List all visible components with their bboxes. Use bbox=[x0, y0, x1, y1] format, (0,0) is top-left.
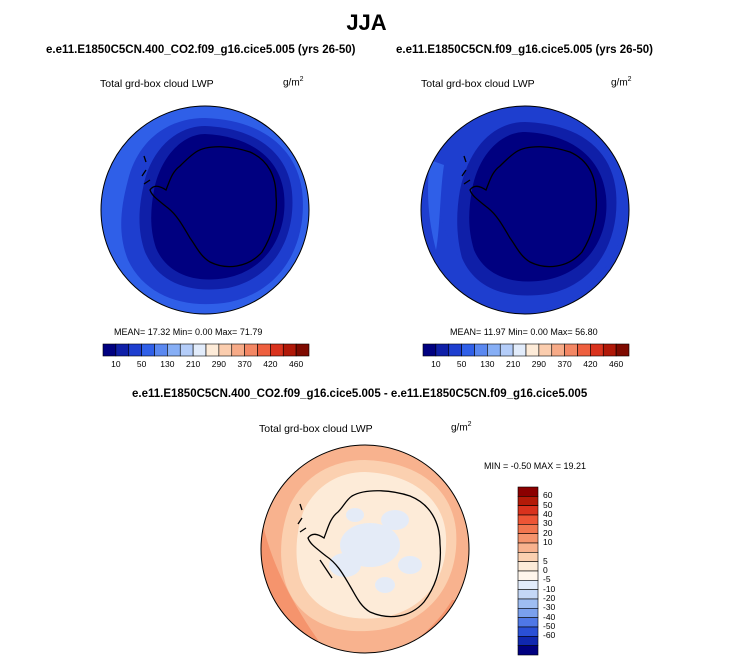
diff-colorbar-tick-label: 0 bbox=[543, 565, 548, 575]
panel-b-edge-band bbox=[428, 160, 444, 250]
panel-a-units: g/m2 bbox=[283, 76, 304, 89]
diff-colorbar-swatch bbox=[517, 570, 539, 581]
page-title: JJA bbox=[346, 10, 387, 35]
panel-a-colorbar-tick-label: 130 bbox=[160, 359, 175, 369]
panel-a-colorbar bbox=[102, 343, 310, 357]
panel-b-variable-label: Total grd-box cloud LWP bbox=[421, 78, 535, 90]
panel-b-colorbar-tick-label: 10 bbox=[431, 359, 441, 369]
diff-colorbar-tick-label: 20 bbox=[543, 527, 553, 538]
diff-colorbar-tick-label: -5 bbox=[543, 574, 551, 585]
diff-colorbar-tick-label: 60 bbox=[543, 490, 553, 501]
panel-b-colorbar-swatch bbox=[615, 343, 630, 357]
diff-interior-light-patches bbox=[329, 508, 422, 593]
diff-colorbar-tick-label: 5 bbox=[543, 555, 548, 566]
diff-colorbar-tick-label: 40 bbox=[543, 509, 553, 519]
diff-colorbar-swatch bbox=[517, 542, 539, 553]
diff-west-strong-band bbox=[261, 520, 318, 653]
diff-colorbar-swatch bbox=[517, 645, 539, 656]
diff-colorbar bbox=[517, 486, 539, 656]
panel-a-antarctica-coastline bbox=[141, 146, 278, 268]
diff-units: g/m2 bbox=[451, 421, 472, 434]
diff-colorbar-tick-label: 50 bbox=[543, 499, 553, 510]
panel-b-stats: MEAN= 11.97 Min= 0.00 Max= 56.80 bbox=[450, 327, 598, 337]
panel-a-colorbar-tick-label: 460 bbox=[289, 359, 304, 369]
panel-a-colorbar-tick-label: 10 bbox=[111, 359, 121, 369]
diff-colorbar-tick-label: -20 bbox=[543, 593, 556, 603]
diff-colorbar-tick-label: 30 bbox=[543, 518, 553, 529]
panel-b-antarctica-coastline bbox=[461, 146, 598, 268]
panel-a-colorbar-swatch bbox=[295, 343, 310, 357]
panel-b-units: g/m2 bbox=[611, 76, 632, 89]
panel-b-colorbar-tick-label: 370 bbox=[557, 359, 572, 369]
diff-colorbar-swatch bbox=[517, 580, 539, 590]
panel-b-colorbar-tick-label: 460 bbox=[609, 359, 624, 369]
diff-colorbar-swatch bbox=[517, 552, 539, 562]
panel-b-core-region bbox=[469, 132, 607, 282]
diff-colorbar-swatch bbox=[517, 505, 539, 516]
diff-colorbar-tick-label: -60 bbox=[543, 630, 556, 641]
diff-map-frame bbox=[260, 444, 470, 654]
panel-a-colorbar-tick-label: 210 bbox=[186, 359, 201, 369]
panel-b-colorbar-tick-label: 50 bbox=[456, 359, 467, 369]
panel-b-colorbar-tick-label: 210 bbox=[506, 359, 521, 369]
diff-colorbar-tick-label: -40 bbox=[543, 611, 556, 622]
panel-b-case-title: e.e11.E1850C5CN.f09_g16.cice5.005 (yrs 2… bbox=[396, 44, 654, 56]
diff-colorbar-swatch bbox=[517, 636, 539, 646]
panel-b-map-frame bbox=[420, 105, 630, 315]
diff-variable-label: Total grd-box cloud LWP bbox=[259, 423, 373, 435]
panel-a-variable-label: Total grd-box cloud LWP bbox=[100, 78, 214, 90]
diff-case-title: e.e11.E1850C5CN.400_CO2.f09_g16.cice5.00… bbox=[132, 388, 588, 400]
panel-a-colorbar-tick-label: 290 bbox=[211, 359, 226, 369]
diff-colorbar-swatch bbox=[517, 496, 539, 506]
panel-a-stats: MEAN= 17.32 Min= 0.00 Max= 71.79 bbox=[114, 327, 263, 337]
panel-a-core-region bbox=[151, 134, 285, 280]
panel-b-colorbar-tick-label: 420 bbox=[583, 359, 598, 369]
diff-colorbar-swatch bbox=[517, 589, 539, 600]
diff-colorbar-tick-label: 10 bbox=[543, 537, 553, 547]
diff-colorbar-tick-label: -30 bbox=[543, 602, 556, 613]
panel-a-colorbar-tick-label: 420 bbox=[263, 359, 278, 369]
diff-colorbar-tick-label: -50 bbox=[543, 621, 556, 631]
diff-colorbar-swatch bbox=[517, 598, 539, 609]
diff-colorbar-swatch bbox=[517, 533, 539, 544]
panel-a-map-frame bbox=[100, 105, 310, 315]
diff-colorbar-swatch bbox=[517, 514, 539, 525]
diff-stats: MIN = -0.50 MAX = 19.21 bbox=[484, 461, 587, 471]
diff-colorbar-swatch bbox=[517, 626, 539, 637]
diff-colorbar-swatch bbox=[517, 486, 539, 497]
panel-a-colorbar-tick-label: 50 bbox=[136, 359, 147, 369]
diff-colorbar-swatch bbox=[517, 617, 539, 628]
panel-b-colorbar-tick-label: 290 bbox=[531, 359, 546, 369]
diff-colorbar-swatch bbox=[517, 524, 539, 534]
panel-a-case-title: e.e11.E1850C5CN.400_CO2.f09_g16.cice5.00… bbox=[46, 44, 356, 56]
diff-antarctica-coastline bbox=[297, 490, 442, 618]
diff-colorbar-swatch bbox=[517, 608, 539, 618]
panel-b-colorbar bbox=[422, 343, 630, 357]
diff-colorbar-swatch bbox=[517, 561, 539, 572]
panel-a-colorbar-tick-label: 370 bbox=[237, 359, 252, 369]
panel-b-colorbar-tick-label: 130 bbox=[480, 359, 495, 369]
diff-colorbar-tick-label: -10 bbox=[543, 583, 556, 594]
